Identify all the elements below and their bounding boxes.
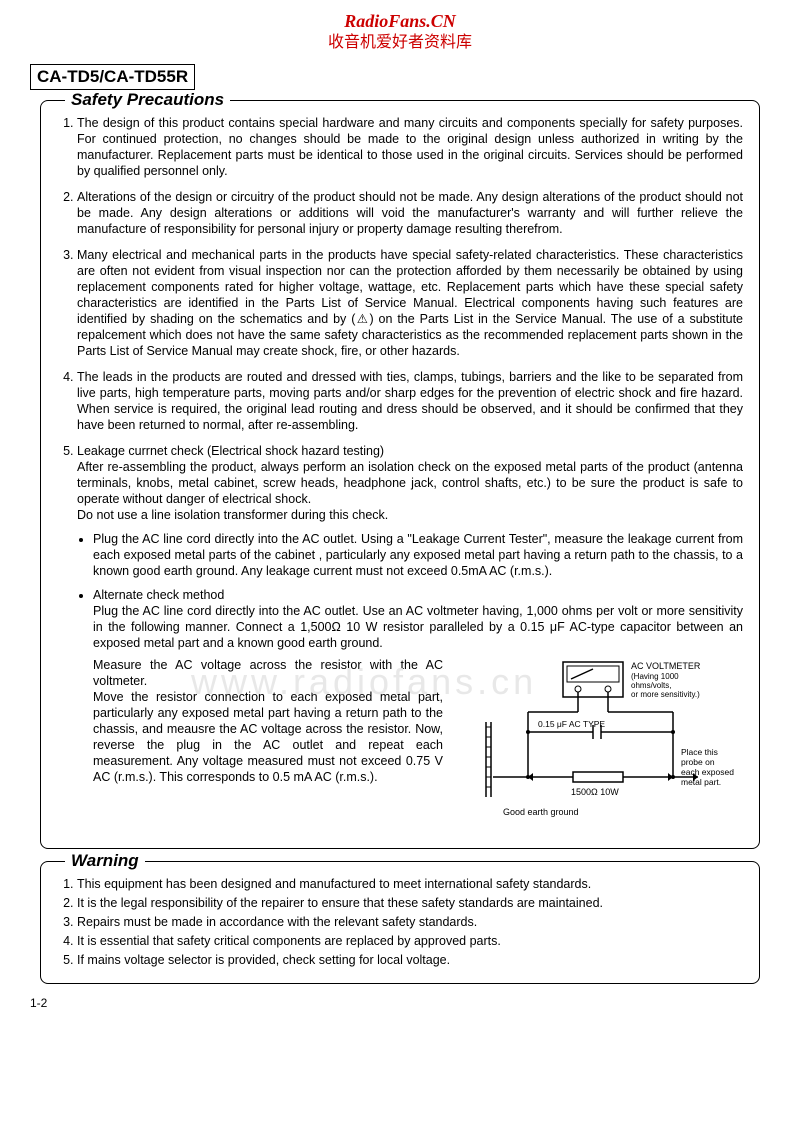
model-number-box: CA-TD5/CA-TD55R [30,64,195,90]
bullet2-title: Alternate check method [93,588,224,602]
safety-item-1: The design of this product contains spec… [77,115,743,179]
svg-text:or more sensitivity.): or more sensitivity.) [631,690,700,699]
safety-precautions-box: www.radiofans.cn Safety Precautions The … [40,100,760,849]
bullet2-para1: Plug the AC line cord directly into the … [93,604,743,650]
warning-item-2: It is the legal responsibility of the re… [77,895,743,912]
svg-text:Good earth ground: Good earth ground [503,807,579,817]
safety-item-2: Alterations of the design or circuitry o… [77,189,743,237]
svg-text:each exposed: each exposed [681,767,734,777]
warning-content: This equipment has been designed and man… [57,876,743,968]
item5-title: Leakage currnet check (Electrical shock … [77,444,384,458]
bullet2-left-text: Measure the AC voltage across the resist… [93,657,443,826]
warning-item-1: This equipment has been designed and man… [77,876,743,893]
watermark-line2: 收音机爱好者资料库 [40,33,760,54]
svg-text:(Having 1000: (Having 1000 [631,672,679,681]
warning-item-3: Repairs must be made in accordance with … [77,914,743,931]
item5-para2: Do not use a line isolation transformer … [77,508,388,522]
svg-text:1500Ω 10W: 1500Ω 10W [571,787,619,797]
warning-box: Warning This equipment has been designed… [40,861,760,983]
safety-item-3: Many electrical and mechanical parts in … [77,247,743,359]
svg-text:metal part.: metal part. [681,777,721,787]
circuit-diagram: AC VOLTMETER (Having 1000 ohms/volts, or… [453,657,743,826]
svg-text:0.15 μF AC TYPE: 0.15 μF AC TYPE [538,719,605,729]
document-page: RadioFans.CN 收音机爱好者资料库 CA-TD5/CA-TD55R w… [0,0,800,1030]
safety-item-4: The leads in the products are routed and… [77,369,743,433]
watermark-line1: RadioFans.CN [40,10,760,33]
safety-content: The design of this product contains spec… [57,115,743,826]
safety-title: Safety Precautions [65,90,230,110]
warning-item-5: If mains voltage selector is provided, c… [77,952,743,969]
voltmeter-label-text: AC VOLTMETER [631,661,701,671]
svg-text:Place this: Place this [681,747,718,757]
svg-text:ohms/volts,: ohms/volts, [631,681,671,690]
bullet-2: Alternate check method Plug the AC line … [93,587,743,826]
warning-title: Warning [65,851,145,871]
watermark-header: RadioFans.CN 收音机爱好者资料库 [40,10,760,54]
item5-para1: After re-assembling the product, always … [77,460,743,506]
svg-text:probe on: probe on [681,757,715,767]
page-number: 1-2 [30,996,760,1010]
warning-item-4: It is essential that safety critical com… [77,933,743,950]
bullet-1: Plug the AC line cord directly into the … [93,531,743,579]
safety-item-5: Leakage currnet check (Electrical shock … [77,443,743,826]
